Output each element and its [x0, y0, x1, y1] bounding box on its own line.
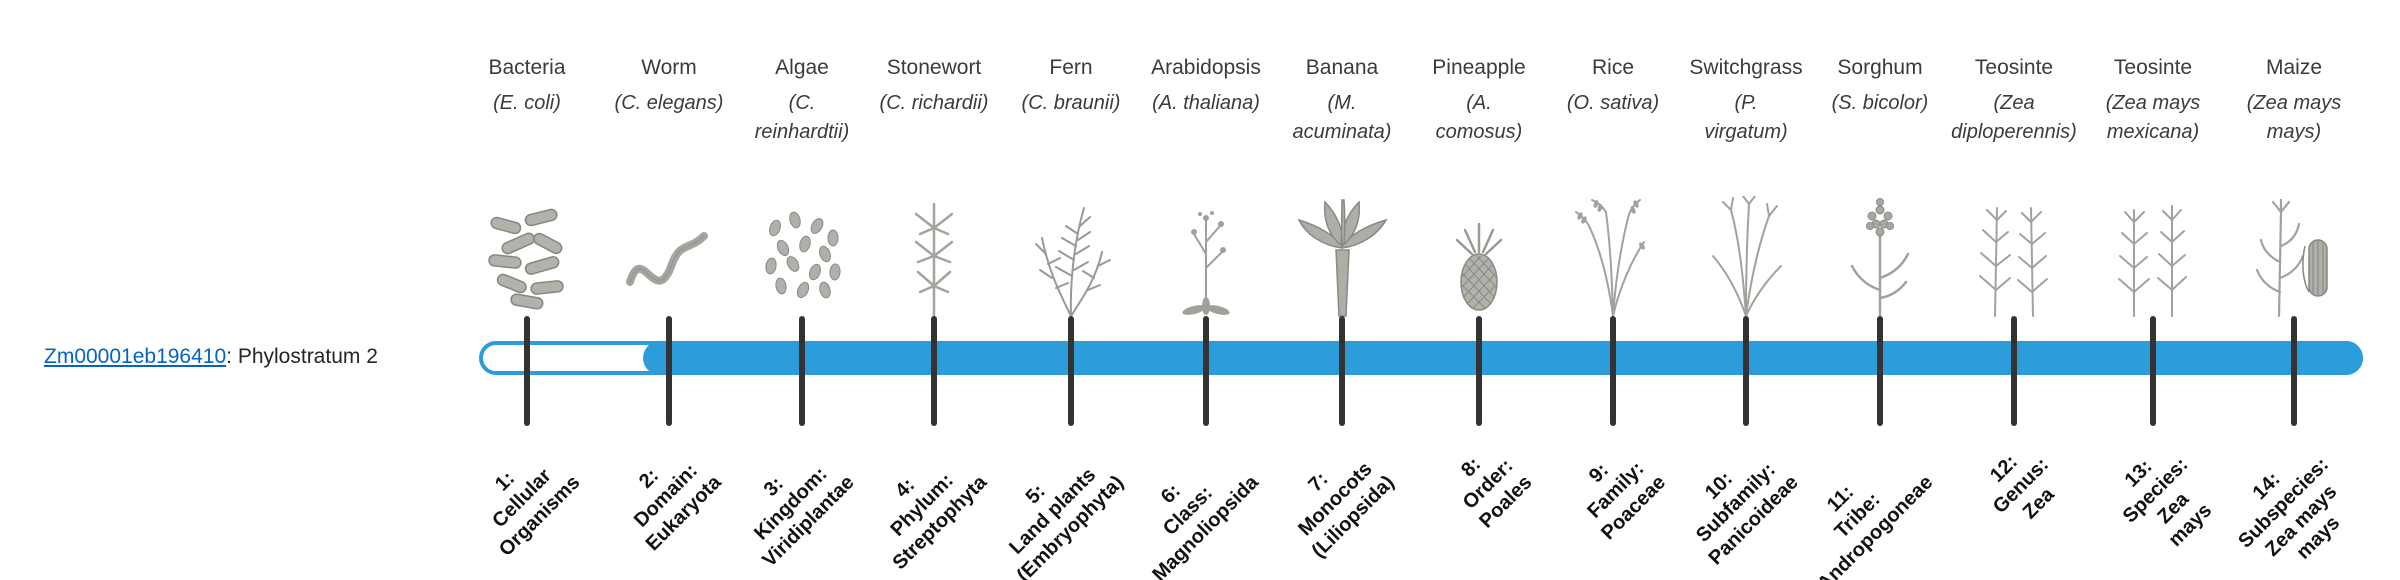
gene-link[interactable]: Zm00001eb196410 — [44, 345, 227, 368]
teosinte-mexicana-icon — [2078, 168, 2228, 318]
arabidopsis-icon — [1131, 168, 1281, 318]
organism-name: Bacteria — [488, 56, 566, 79]
sorghum-icon — [1805, 168, 1955, 318]
organism-scientific-name: (C. elegans) — [614, 92, 724, 114]
organism-column: Worm (C. elegans) — [594, 56, 744, 466]
maize-icon — [2219, 168, 2369, 318]
organism-name: Fern — [1049, 56, 1093, 79]
gene-label: Zm00001eb196410: Phylostratum 2 — [44, 345, 378, 369]
phylostratum-tick — [1476, 316, 1482, 426]
phylostratum-tick — [799, 316, 805, 426]
organism-name: Worm — [641, 56, 697, 79]
organism-scientific-name: (M. acuminata) — [1292, 92, 1392, 143]
phylostratum-tick — [1203, 316, 1209, 426]
organism-column: Arabidopsis (A. thaliana) — [1131, 56, 1281, 466]
pineapple-icon — [1404, 168, 1554, 318]
organism-scientific-name: (C. braunii) — [1021, 92, 1121, 114]
phylostratum-tick — [1877, 316, 1883, 426]
organism-name: Stonewort — [886, 56, 982, 79]
phylostratum-tick — [1068, 316, 1074, 426]
organism-column: Teosinte (Zea diploperennis) — [1939, 56, 2089, 466]
phylostratum-tick — [2150, 316, 2156, 426]
organism-column: Bacteria (E. coli) — [452, 56, 602, 466]
organism-name: Switchgrass — [1689, 56, 1803, 79]
organism-name: Algae — [775, 56, 829, 79]
phylostratum-tick — [1610, 316, 1616, 426]
worm-icon — [594, 168, 744, 318]
organism-column: Teosinte (Zea mays mexicana) — [2078, 56, 2228, 466]
rice-icon — [1538, 168, 1688, 318]
phylostratum-tick — [1339, 316, 1345, 426]
phylostratum-tick — [1743, 316, 1749, 426]
organism-name: Sorghum — [1837, 56, 1923, 79]
organism-scientific-name: (O. sativa) — [1566, 92, 1660, 114]
organism-scientific-name: (Zea mays mays) — [2246, 92, 2342, 143]
gene-phylostratum-text: : Phylostratum 2 — [226, 345, 378, 368]
organism-name: Rice — [1591, 56, 1634, 79]
timeline-filled-bar — [643, 341, 2363, 375]
organism-scientific-name: (P. virgatum) — [1704, 92, 1788, 143]
organism-scientific-name: (Zea mays mexicana) — [2105, 92, 2201, 143]
organism-name: Banana — [1305, 56, 1379, 79]
phylostratum-tick — [2011, 316, 2017, 426]
organism-name: Arabidopsis — [1151, 56, 1261, 79]
organism-column: Rice (O. sativa) — [1538, 56, 1688, 466]
organism-scientific-name: (E. coli) — [493, 92, 561, 114]
organism-name: Pineapple — [1432, 56, 1526, 79]
banana-icon — [1267, 168, 1417, 318]
phylostratum-tick — [524, 316, 530, 426]
organism-scientific-name: (Zea diploperennis) — [1951, 92, 2077, 143]
organism-scientific-name: (C. reinhardtii) — [754, 92, 850, 143]
algae-icon — [727, 168, 877, 318]
organism-name: Teosinte — [1974, 56, 2054, 79]
organism-scientific-name: (S. bicolor) — [1831, 92, 1929, 114]
organism-column: Banana (M. acuminata) — [1267, 56, 1417, 466]
organism-column: Pineapple (A. comosus) — [1404, 56, 1554, 466]
organism-column: Switchgrass (P. virgatum) — [1671, 56, 1821, 466]
organism-column: Algae (C. reinhardtii) — [727, 56, 877, 466]
fern-icon — [996, 168, 1146, 318]
stonewort-icon — [859, 168, 1009, 318]
organism-column: Sorghum (S. bicolor) — [1805, 56, 1955, 466]
organism-column: Maize (Zea mays mays) — [2219, 56, 2369, 466]
organism-name: Maize — [2265, 56, 2323, 79]
organism-scientific-name: (A. comosus) — [1435, 92, 1523, 143]
bacteria-icon — [452, 168, 602, 318]
teosinte-diploperennis-icon — [1939, 168, 2089, 318]
phylostratum-tick — [2291, 316, 2297, 426]
phylostratum-tick — [931, 316, 937, 426]
switchgrass-icon — [1671, 168, 1821, 318]
phylostratum-tick — [666, 316, 672, 426]
organism-scientific-name: (C. richardii) — [879, 92, 989, 114]
organism-name: Teosinte — [2113, 56, 2193, 79]
organism-scientific-name: (A. thaliana) — [1152, 92, 1260, 114]
organism-column: Fern (C. braunii) — [996, 56, 1146, 466]
organism-column: Stonewort (C. richardii) — [859, 56, 1009, 466]
